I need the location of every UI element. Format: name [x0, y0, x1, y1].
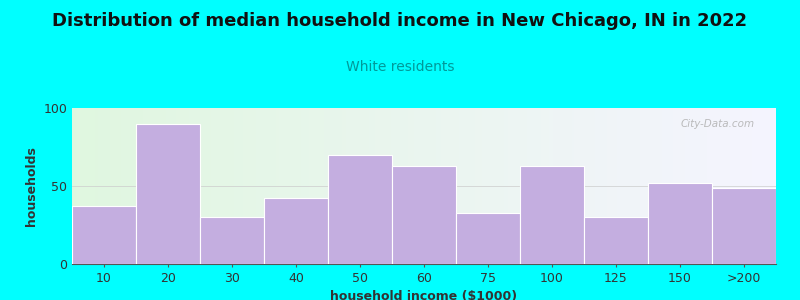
Bar	[648, 183, 712, 264]
Bar	[72, 206, 136, 264]
X-axis label: household income ($1000): household income ($1000)	[330, 290, 518, 300]
Bar	[328, 155, 392, 264]
Text: Distribution of median household income in New Chicago, IN in 2022: Distribution of median household income …	[53, 12, 747, 30]
Text: White residents: White residents	[346, 60, 454, 74]
Bar	[584, 217, 648, 264]
Bar	[712, 188, 776, 264]
Bar	[136, 124, 200, 264]
Bar	[200, 217, 264, 264]
Bar	[264, 199, 328, 264]
Y-axis label: households: households	[25, 146, 38, 226]
Bar	[520, 166, 584, 264]
Bar	[392, 166, 456, 264]
Bar	[456, 212, 520, 264]
Text: City-Data.com: City-Data.com	[681, 119, 755, 129]
